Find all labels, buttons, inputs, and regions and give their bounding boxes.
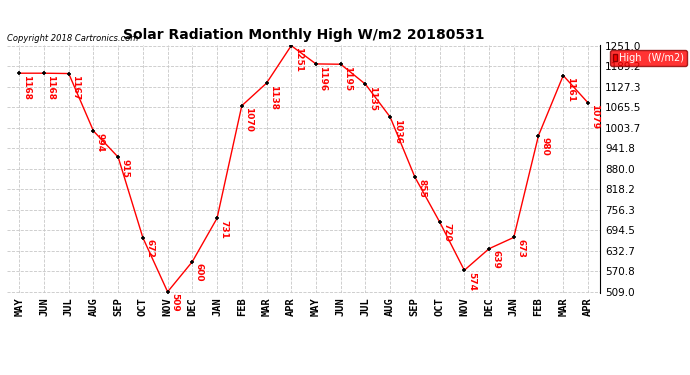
- Point: [187, 259, 198, 265]
- Point: [558, 72, 569, 78]
- Text: 1195: 1195: [343, 66, 352, 91]
- Point: [88, 128, 99, 134]
- Point: [212, 215, 223, 221]
- Text: 509: 509: [170, 294, 179, 312]
- Point: [434, 219, 445, 225]
- Text: 639: 639: [491, 251, 500, 269]
- Text: 574: 574: [466, 272, 476, 291]
- Text: 1161: 1161: [566, 77, 575, 102]
- Text: 672: 672: [146, 239, 155, 258]
- Text: 1138: 1138: [269, 85, 278, 110]
- Point: [360, 81, 371, 87]
- Text: 1168: 1168: [46, 75, 55, 100]
- Point: [310, 61, 322, 67]
- Text: 720: 720: [442, 224, 451, 242]
- Point: [236, 103, 247, 109]
- Point: [39, 70, 50, 76]
- Point: [459, 267, 470, 273]
- Point: [484, 246, 495, 252]
- Text: 673: 673: [516, 239, 525, 258]
- Text: 1168: 1168: [22, 75, 31, 100]
- Text: 731: 731: [219, 220, 228, 239]
- Text: 600: 600: [195, 263, 204, 282]
- Text: 1036: 1036: [393, 118, 402, 144]
- Point: [533, 133, 544, 139]
- Text: 1070: 1070: [244, 107, 253, 132]
- Text: 1079: 1079: [591, 104, 600, 129]
- Text: 1135: 1135: [368, 86, 377, 111]
- Text: 1167: 1167: [71, 75, 80, 100]
- Point: [162, 289, 173, 295]
- Text: 980: 980: [541, 137, 550, 156]
- Text: 1196: 1196: [318, 66, 328, 91]
- Text: Copyright 2018 Cartronics.com: Copyright 2018 Cartronics.com: [7, 33, 138, 42]
- Text: 855: 855: [417, 179, 426, 198]
- Point: [286, 43, 297, 49]
- Text: 1251: 1251: [294, 47, 303, 72]
- Point: [509, 234, 520, 240]
- Title: Solar Radiation Monthly High W/m2 20180531: Solar Radiation Monthly High W/m2 201805…: [123, 28, 484, 42]
- Point: [63, 70, 75, 76]
- Point: [261, 80, 272, 86]
- Point: [409, 174, 420, 180]
- Point: [335, 61, 346, 67]
- Point: [14, 70, 25, 76]
- Legend: High  (W/m2): High (W/m2): [610, 50, 687, 66]
- Text: 994: 994: [96, 133, 105, 152]
- Point: [112, 154, 124, 160]
- Point: [137, 235, 148, 241]
- Point: [582, 100, 593, 106]
- Point: [384, 114, 395, 120]
- Text: 915: 915: [121, 159, 130, 178]
